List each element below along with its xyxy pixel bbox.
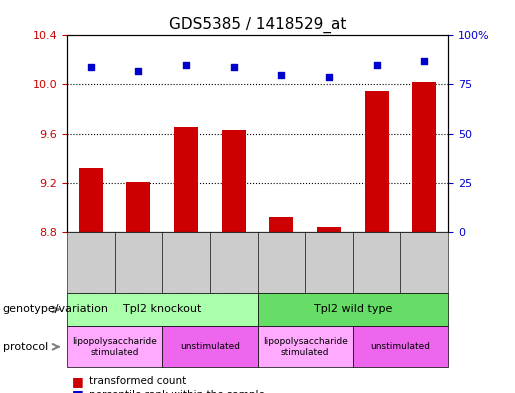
Point <box>420 58 428 64</box>
Text: ■: ■ <box>72 388 84 393</box>
Point <box>372 62 381 68</box>
Text: Tpl2 wild type: Tpl2 wild type <box>314 305 392 314</box>
Text: lipopolysaccharide
stimulated: lipopolysaccharide stimulated <box>263 337 348 356</box>
Point <box>87 64 95 70</box>
Text: Tpl2 knockout: Tpl2 knockout <box>123 305 201 314</box>
Text: unstimulated: unstimulated <box>180 342 240 351</box>
Text: protocol: protocol <box>3 342 48 352</box>
Text: unstimulated: unstimulated <box>370 342 431 351</box>
Point <box>230 64 238 70</box>
Bar <box>127 182 150 232</box>
Point <box>182 62 190 68</box>
Bar <box>222 130 246 232</box>
Point <box>134 68 143 74</box>
Bar <box>269 217 293 232</box>
Text: transformed count: transformed count <box>89 376 186 386</box>
Text: ■: ■ <box>72 375 84 388</box>
Bar <box>174 127 198 232</box>
Point <box>277 72 285 78</box>
Bar <box>317 227 341 232</box>
Bar <box>79 168 102 232</box>
Text: percentile rank within the sample: percentile rank within the sample <box>89 390 265 393</box>
Text: genotype/variation: genotype/variation <box>3 305 109 314</box>
Point <box>325 73 333 80</box>
Bar <box>365 91 388 232</box>
Text: lipopolysaccharide
stimulated: lipopolysaccharide stimulated <box>72 337 157 356</box>
Title: GDS5385 / 1418529_at: GDS5385 / 1418529_at <box>169 17 346 33</box>
Bar <box>413 82 436 232</box>
